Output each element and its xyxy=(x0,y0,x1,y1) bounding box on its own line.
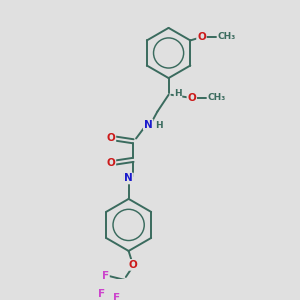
Text: CH₃: CH₃ xyxy=(208,93,226,102)
Text: H: H xyxy=(174,89,182,98)
Text: F: F xyxy=(102,271,109,281)
Text: O: O xyxy=(197,32,206,42)
Text: F: F xyxy=(98,289,105,299)
Text: N: N xyxy=(124,173,133,184)
Text: O: O xyxy=(188,93,196,103)
Text: F: F xyxy=(113,293,120,300)
Text: N: N xyxy=(144,119,152,130)
Text: H: H xyxy=(154,121,162,130)
Text: O: O xyxy=(129,260,138,270)
Text: H: H xyxy=(122,173,130,182)
Text: O: O xyxy=(106,134,115,143)
Text: O: O xyxy=(106,158,115,168)
Text: CH₃: CH₃ xyxy=(217,32,236,41)
